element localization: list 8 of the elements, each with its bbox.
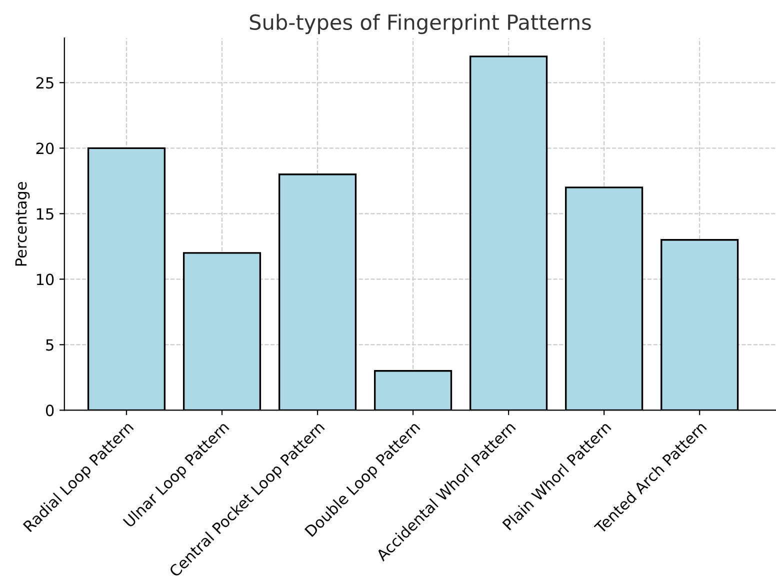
y-axis-title: Percentage (15, 182, 30, 266)
y-tick-label: 0 (46, 404, 54, 416)
y-tick-label: 20 (36, 142, 54, 154)
y-tick-label: 10 (36, 274, 54, 286)
chart-title: Sub-types of Fingerprint Patterns (250, 14, 591, 34)
y-tick-label: 5 (46, 339, 54, 351)
y-tick-label: 25 (36, 77, 54, 89)
y-tick-label: 15 (36, 208, 54, 220)
